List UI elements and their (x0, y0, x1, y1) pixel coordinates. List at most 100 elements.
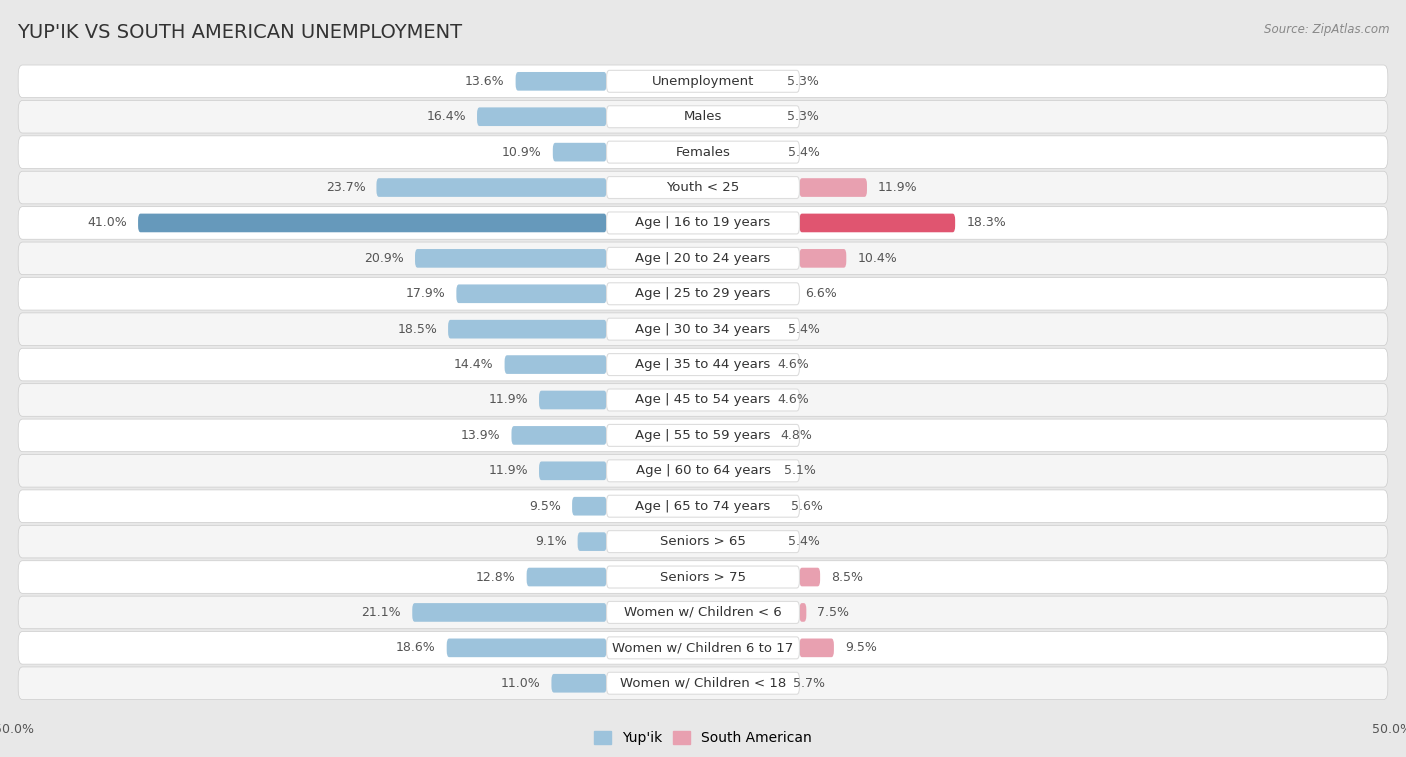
FancyBboxPatch shape (606, 176, 800, 198)
FancyBboxPatch shape (18, 171, 1388, 204)
FancyBboxPatch shape (578, 532, 606, 551)
FancyBboxPatch shape (606, 70, 800, 92)
Text: 17.9%: 17.9% (405, 287, 446, 301)
Text: 11.9%: 11.9% (877, 181, 918, 194)
FancyBboxPatch shape (457, 285, 606, 303)
Text: 8.5%: 8.5% (831, 571, 863, 584)
FancyBboxPatch shape (606, 459, 800, 481)
FancyBboxPatch shape (447, 638, 606, 657)
FancyBboxPatch shape (606, 283, 800, 305)
FancyBboxPatch shape (800, 213, 955, 232)
Text: 9.1%: 9.1% (534, 535, 567, 548)
FancyBboxPatch shape (18, 525, 1388, 558)
FancyBboxPatch shape (18, 207, 1388, 239)
FancyBboxPatch shape (606, 212, 800, 234)
FancyBboxPatch shape (377, 178, 606, 197)
Text: 13.9%: 13.9% (461, 429, 501, 442)
FancyBboxPatch shape (18, 667, 1388, 699)
Text: 11.9%: 11.9% (488, 394, 529, 407)
FancyBboxPatch shape (18, 561, 1388, 593)
Text: 5.6%: 5.6% (792, 500, 823, 512)
Text: 9.5%: 9.5% (529, 500, 561, 512)
FancyBboxPatch shape (18, 454, 1388, 487)
FancyBboxPatch shape (551, 674, 606, 693)
FancyBboxPatch shape (412, 603, 606, 621)
Text: 41.0%: 41.0% (87, 217, 127, 229)
FancyBboxPatch shape (138, 213, 606, 232)
Text: 7.5%: 7.5% (817, 606, 849, 619)
Text: Age | 16 to 19 years: Age | 16 to 19 years (636, 217, 770, 229)
FancyBboxPatch shape (18, 490, 1388, 522)
FancyBboxPatch shape (18, 136, 1388, 168)
FancyBboxPatch shape (606, 354, 800, 375)
Text: Women w/ Children 6 to 17: Women w/ Children 6 to 17 (613, 641, 793, 654)
Text: Age | 60 to 64 years: Age | 60 to 64 years (636, 464, 770, 478)
Text: Unemployment: Unemployment (652, 75, 754, 88)
Text: 14.4%: 14.4% (454, 358, 494, 371)
FancyBboxPatch shape (800, 178, 868, 197)
Text: 18.6%: 18.6% (396, 641, 436, 654)
Text: Age | 30 to 34 years: Age | 30 to 34 years (636, 322, 770, 335)
FancyBboxPatch shape (18, 631, 1388, 664)
Text: 9.5%: 9.5% (845, 641, 877, 654)
Text: Age | 55 to 59 years: Age | 55 to 59 years (636, 429, 770, 442)
Text: 5.3%: 5.3% (787, 111, 818, 123)
FancyBboxPatch shape (606, 106, 800, 128)
FancyBboxPatch shape (606, 425, 800, 447)
FancyBboxPatch shape (800, 603, 807, 621)
FancyBboxPatch shape (800, 638, 834, 657)
Text: 5.4%: 5.4% (789, 145, 820, 159)
FancyBboxPatch shape (606, 318, 800, 340)
FancyBboxPatch shape (553, 143, 606, 161)
FancyBboxPatch shape (606, 566, 800, 588)
FancyBboxPatch shape (606, 531, 800, 553)
FancyBboxPatch shape (415, 249, 606, 268)
FancyBboxPatch shape (606, 495, 800, 517)
FancyBboxPatch shape (18, 242, 1388, 275)
Text: 10.4%: 10.4% (858, 252, 897, 265)
Text: 5.7%: 5.7% (793, 677, 824, 690)
Text: Age | 35 to 44 years: Age | 35 to 44 years (636, 358, 770, 371)
FancyBboxPatch shape (18, 101, 1388, 133)
Text: 5.1%: 5.1% (785, 464, 815, 478)
FancyBboxPatch shape (527, 568, 606, 587)
Text: 4.6%: 4.6% (778, 358, 810, 371)
FancyBboxPatch shape (538, 391, 606, 410)
FancyBboxPatch shape (18, 419, 1388, 452)
Text: 11.0%: 11.0% (501, 677, 540, 690)
FancyBboxPatch shape (18, 278, 1388, 310)
Text: 16.4%: 16.4% (426, 111, 465, 123)
FancyBboxPatch shape (477, 107, 606, 126)
Text: Females: Females (675, 145, 731, 159)
Text: Age | 25 to 29 years: Age | 25 to 29 years (636, 287, 770, 301)
FancyBboxPatch shape (606, 602, 800, 624)
Text: 5.3%: 5.3% (787, 75, 818, 88)
FancyBboxPatch shape (538, 462, 606, 480)
Text: Seniors > 65: Seniors > 65 (659, 535, 747, 548)
Text: 13.6%: 13.6% (465, 75, 505, 88)
Text: 18.5%: 18.5% (396, 322, 437, 335)
Text: Age | 20 to 24 years: Age | 20 to 24 years (636, 252, 770, 265)
Text: Source: ZipAtlas.com: Source: ZipAtlas.com (1264, 23, 1389, 36)
Text: 12.8%: 12.8% (475, 571, 516, 584)
Text: Youth < 25: Youth < 25 (666, 181, 740, 194)
FancyBboxPatch shape (572, 497, 606, 516)
FancyBboxPatch shape (800, 249, 846, 268)
Text: 21.1%: 21.1% (361, 606, 401, 619)
Text: Women w/ Children < 6: Women w/ Children < 6 (624, 606, 782, 619)
FancyBboxPatch shape (449, 320, 606, 338)
FancyBboxPatch shape (606, 141, 800, 163)
Text: 4.6%: 4.6% (778, 394, 810, 407)
FancyBboxPatch shape (606, 672, 800, 694)
Text: Seniors > 75: Seniors > 75 (659, 571, 747, 584)
Text: 10.9%: 10.9% (502, 145, 541, 159)
FancyBboxPatch shape (512, 426, 606, 444)
FancyBboxPatch shape (18, 597, 1388, 629)
Text: Males: Males (683, 111, 723, 123)
FancyBboxPatch shape (606, 389, 800, 411)
Text: 23.7%: 23.7% (326, 181, 366, 194)
Text: 18.3%: 18.3% (966, 217, 1005, 229)
FancyBboxPatch shape (606, 248, 800, 269)
FancyBboxPatch shape (505, 355, 606, 374)
FancyBboxPatch shape (18, 313, 1388, 345)
